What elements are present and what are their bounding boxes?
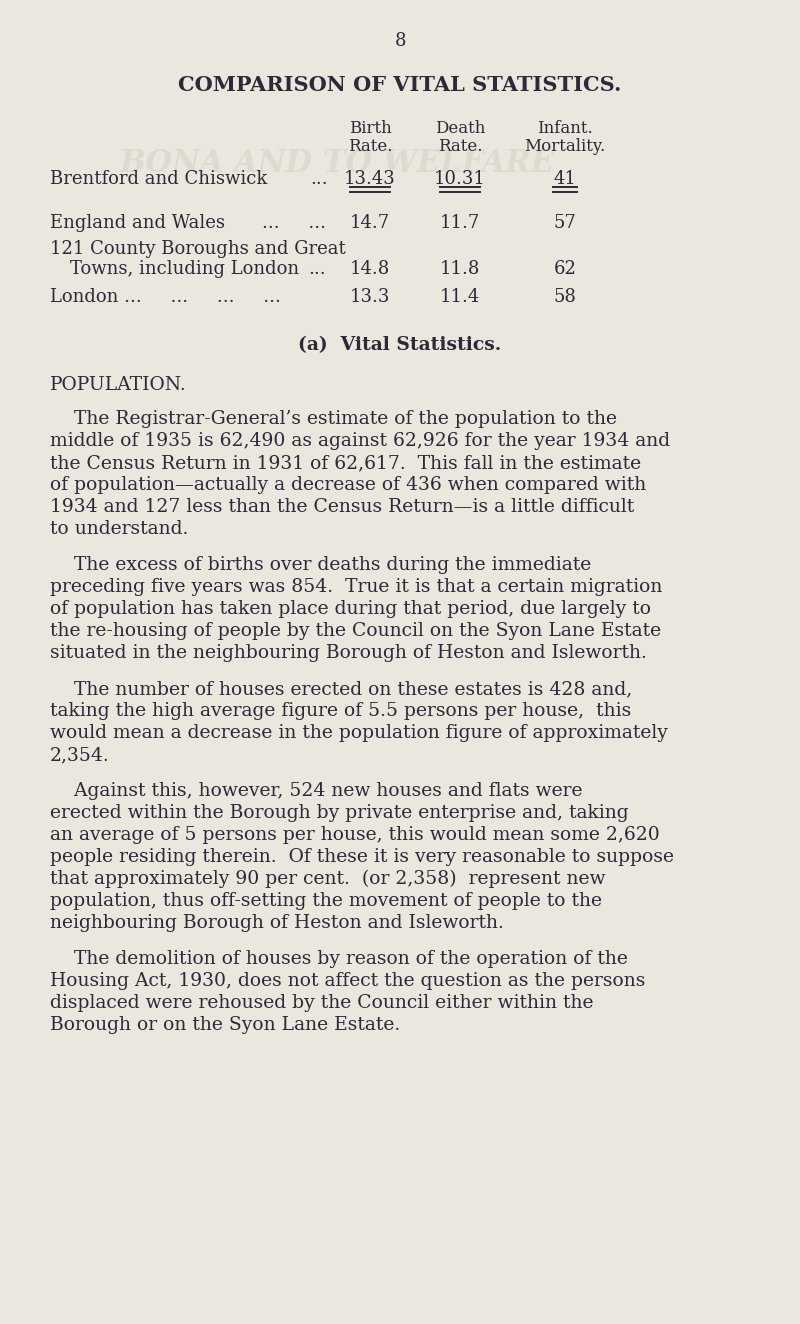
Text: displaced were rehoused by the Council either within the: displaced were rehoused by the Council e…: [50, 994, 594, 1012]
Text: The number of houses erected on these estates is 428 and,: The number of houses erected on these es…: [50, 681, 632, 698]
Text: erected within the Borough by private enterprise and, taking: erected within the Borough by private en…: [50, 804, 629, 822]
Text: preceding five years was 854.  True it is that a certain migration: preceding five years was 854. True it is…: [50, 579, 662, 596]
Text: would mean a decrease in the population figure of approximately: would mean a decrease in the population …: [50, 724, 668, 741]
Text: ...: ...: [310, 169, 328, 188]
Text: neighbouring Borough of Heston and Isleworth.: neighbouring Borough of Heston and Islew…: [50, 914, 504, 932]
Text: of population—actually a decrease of 436 when compared with: of population—actually a decrease of 436…: [50, 477, 646, 494]
Text: 57: 57: [554, 214, 576, 232]
Text: 13.43: 13.43: [344, 169, 396, 188]
Text: Brentford and Chiswick: Brentford and Chiswick: [50, 169, 267, 188]
Text: 1934 and 127 less than the Census Return—is a little difficult: 1934 and 127 less than the Census Return…: [50, 498, 634, 516]
Text: COMPARISON OF VITAL STATISTICS.: COMPARISON OF VITAL STATISTICS.: [178, 75, 622, 95]
Text: 11.7: 11.7: [440, 214, 480, 232]
Text: taking the high average figure of 5.5 persons per house,  this: taking the high average figure of 5.5 pe…: [50, 702, 631, 720]
Text: Towns, including London: Towns, including London: [70, 260, 299, 278]
Text: 13.3: 13.3: [350, 289, 390, 306]
Text: 41: 41: [554, 169, 577, 188]
Text: London ...     ...     ...     ...: London ... ... ... ...: [50, 289, 281, 306]
Text: the re-housing of people by the Council on the Syon Lane Estate: the re-housing of people by the Council …: [50, 622, 661, 639]
Text: 11.8: 11.8: [440, 260, 480, 278]
Text: 10.31: 10.31: [434, 169, 486, 188]
Text: England and Wales: England and Wales: [50, 214, 225, 232]
Text: 14.7: 14.7: [350, 214, 390, 232]
Text: Borough or on the Syon Lane Estate.: Borough or on the Syon Lane Estate.: [50, 1016, 400, 1034]
Text: 8: 8: [394, 32, 406, 50]
Text: Death: Death: [435, 120, 485, 136]
Text: Mortality.: Mortality.: [524, 138, 606, 155]
Text: POPULATION.: POPULATION.: [50, 376, 186, 395]
Text: to understand.: to understand.: [50, 520, 188, 538]
Text: ...     ...: ... ...: [262, 214, 326, 232]
Text: that approximately 90 per cent.  (or 2,358)  represent new: that approximately 90 per cent. (or 2,35…: [50, 870, 606, 888]
Text: the Census Return in 1931 of 62,617.  This fall in the estimate: the Census Return in 1931 of 62,617. Thi…: [50, 454, 641, 471]
Text: situated in the neighbouring Borough of Heston and Isleworth.: situated in the neighbouring Borough of …: [50, 643, 647, 662]
Text: 11.4: 11.4: [440, 289, 480, 306]
Text: 62: 62: [554, 260, 577, 278]
Text: Birth: Birth: [349, 120, 391, 136]
Text: Housing Act, 1930, does not affect the question as the persons: Housing Act, 1930, does not affect the q…: [50, 972, 646, 990]
Text: (a)  Vital Statistics.: (a) Vital Statistics.: [298, 336, 502, 354]
Text: The Registrar-General’s estimate of the population to the: The Registrar-General’s estimate of the …: [50, 410, 617, 428]
Text: 58: 58: [554, 289, 577, 306]
Text: The demolition of houses by reason of the operation of the: The demolition of houses by reason of th…: [50, 951, 628, 968]
Text: 121 County Boroughs and Great: 121 County Boroughs and Great: [50, 240, 346, 258]
Text: Infant.: Infant.: [537, 120, 593, 136]
Text: 2,354.: 2,354.: [50, 745, 110, 764]
Text: The excess of births over deaths during the immediate: The excess of births over deaths during …: [50, 556, 591, 575]
Text: population, thus off-setting the movement of people to the: population, thus off-setting the movemen…: [50, 892, 602, 910]
Text: ...: ...: [308, 260, 326, 278]
Text: Rate.: Rate.: [348, 138, 392, 155]
Text: of population has taken place during that period, due largely to: of population has taken place during tha…: [50, 600, 651, 618]
Text: BONA AND TO WELFARE: BONA AND TO WELFARE: [120, 148, 555, 179]
Text: 14.8: 14.8: [350, 260, 390, 278]
Text: middle of 1935 is 62,490 as against 62,926 for the year 1934 and: middle of 1935 is 62,490 as against 62,9…: [50, 432, 670, 450]
Text: people residing therein.  Of these it is very reasonable to suppose: people residing therein. Of these it is …: [50, 847, 674, 866]
Text: Against this, however, 524 new houses and flats were: Against this, however, 524 new houses an…: [50, 782, 582, 800]
Text: an average of 5 persons per house, this would mean some 2,620: an average of 5 persons per house, this …: [50, 826, 660, 843]
Text: Rate.: Rate.: [438, 138, 482, 155]
